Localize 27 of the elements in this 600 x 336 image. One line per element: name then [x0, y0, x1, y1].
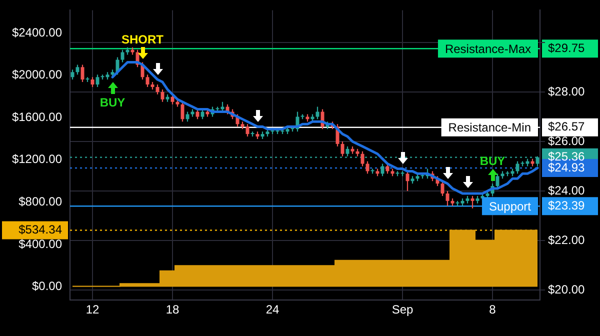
y-tick-label: $534.34 — [18, 222, 62, 237]
x-tick-label: 24 — [266, 302, 280, 317]
x-tick-label: 12 — [86, 302, 100, 317]
y2-tick-label: $20.00 — [548, 282, 586, 296]
ref-line-label: Support — [488, 199, 532, 214]
y2-tick-label: $22.00 — [548, 232, 586, 247]
y-tick-label: $400.00 — [18, 236, 62, 251]
annotation: BUY — [100, 95, 126, 110]
annotation: BUY — [480, 154, 506, 168]
y2-tick-label: $24.00 — [548, 183, 586, 198]
y-tick-label: $1600.00 — [12, 110, 62, 124]
y-tick-label: $0.00 — [32, 279, 62, 294]
ref-line-label: Resistance-Min — [448, 120, 532, 135]
y2-tick-label: $28.00 — [548, 84, 586, 98]
y-tick-label: $1200.00 — [12, 152, 62, 166]
x-tick-label: 8 — [489, 302, 496, 317]
y2-tick-label: $23.39 — [548, 198, 586, 212]
y2-tick-label: $29.75 — [548, 40, 586, 55]
y-tick-label: $2000.00 — [12, 68, 62, 82]
annotation: SHORT — [122, 32, 164, 47]
x-tick-label: Sep — [392, 302, 414, 317]
y2-tick-label: $26.57 — [548, 120, 586, 134]
x-tick-label: 18 — [166, 302, 180, 317]
y-tick-label: $2400.00 — [12, 25, 62, 40]
y-tick-label: $800.00 — [18, 194, 62, 208]
ref-line-label: Resistance-Max — [444, 42, 531, 56]
y2-tick-label: $26.00 — [548, 134, 586, 148]
